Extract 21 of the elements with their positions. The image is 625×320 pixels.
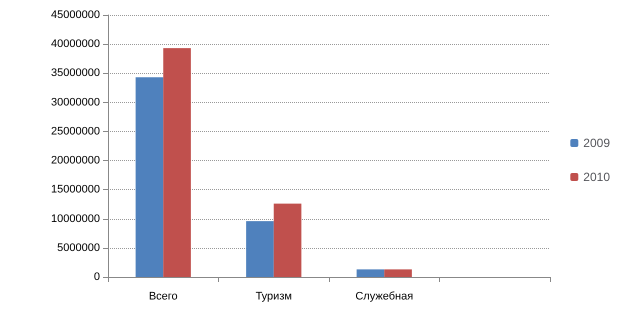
y-tick-label: 35000000	[51, 67, 100, 80]
bar	[136, 77, 164, 277]
bar	[246, 221, 274, 277]
y-tick-label: 0	[94, 271, 100, 283]
legend-label: 2010	[583, 170, 610, 184]
bar	[384, 269, 412, 277]
bar	[274, 204, 302, 277]
x-tick-label: Туризм	[256, 290, 292, 302]
legend-label: 2009	[583, 136, 610, 150]
y-tick-label: 30000000	[51, 96, 100, 108]
bar	[163, 48, 191, 277]
y-tick-label: 25000000	[51, 125, 100, 138]
y-tick-label: 20000000	[51, 154, 100, 167]
y-tick-label: 5000000	[57, 242, 100, 254]
x-tick-label: Служебная	[355, 290, 414, 302]
x-tick-label: Всего	[148, 290, 178, 302]
y-tick-label: 40000000	[51, 38, 100, 50]
y-tick-label: 10000000	[51, 212, 100, 225]
y-tick-label: 45000000	[51, 9, 100, 21]
y-tick-label: 15000000	[51, 184, 100, 196]
bar	[356, 269, 384, 277]
